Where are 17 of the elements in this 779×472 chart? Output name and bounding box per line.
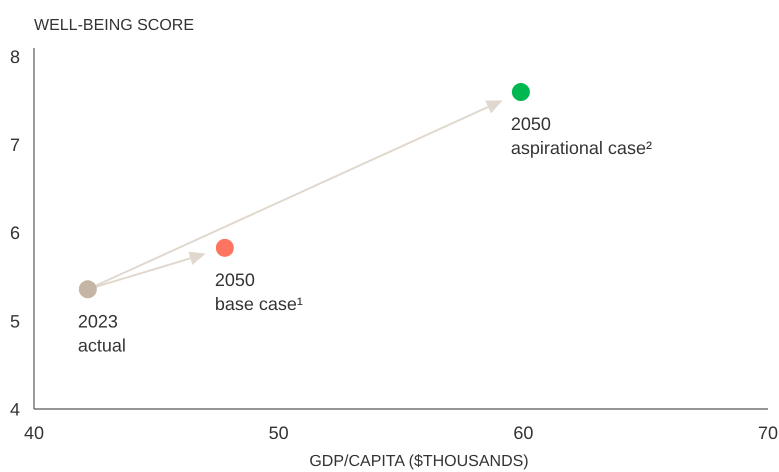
x-tick-label: 40 bbox=[24, 423, 44, 443]
x-tick-label: 70 bbox=[758, 423, 778, 443]
annotation: 2050 base case¹ bbox=[214, 270, 303, 314]
y-tick-label: 5 bbox=[10, 311, 20, 332]
y-tick-label: 4 bbox=[10, 399, 20, 420]
point bbox=[78, 280, 97, 298]
annotation: 2050 aspirational case² bbox=[510, 114, 652, 158]
point bbox=[512, 83, 530, 102]
y-axis-title: WELL-BEING SCORE bbox=[34, 17, 194, 34]
x-tick-label: 60 bbox=[513, 423, 534, 443]
x-axis-title: GDP/CAPITA ($THOUSANDS) bbox=[309, 453, 529, 470]
point bbox=[216, 238, 234, 257]
y-tick-label: 7 bbox=[10, 135, 20, 156]
annotation: 2023 actual bbox=[78, 311, 126, 356]
x-tick-label: 50 bbox=[268, 423, 289, 443]
y-tick-label: 6 bbox=[10, 223, 20, 244]
y-tick-label: 8 bbox=[10, 47, 20, 68]
